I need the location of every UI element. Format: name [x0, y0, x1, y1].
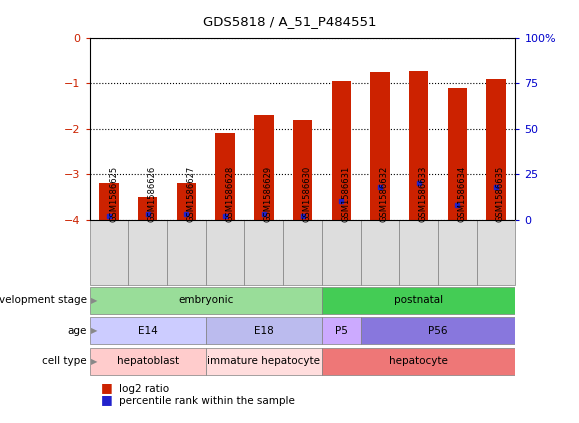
- Bar: [322, 287, 515, 314]
- Text: embryonic: embryonic: [178, 295, 233, 305]
- Bar: [100, 183, 119, 220]
- Text: GSM1586629: GSM1586629: [264, 166, 273, 222]
- Text: E18: E18: [254, 326, 274, 336]
- Bar: [409, 71, 428, 220]
- Bar: [322, 220, 361, 285]
- Text: ▶: ▶: [91, 326, 97, 335]
- Text: GSM1586625: GSM1586625: [109, 166, 118, 222]
- Text: E14: E14: [138, 326, 157, 336]
- Bar: [361, 317, 515, 344]
- Text: development stage: development stage: [0, 295, 87, 305]
- Text: GSM1586630: GSM1586630: [303, 166, 312, 222]
- Bar: [448, 88, 467, 220]
- Bar: [370, 72, 390, 220]
- Text: ■: ■: [101, 393, 113, 406]
- Bar: [177, 183, 196, 220]
- Text: P56: P56: [428, 326, 448, 336]
- Bar: [244, 220, 283, 285]
- Bar: [283, 220, 322, 285]
- Text: ▶: ▶: [91, 296, 97, 305]
- Bar: [129, 220, 167, 285]
- Bar: [322, 317, 361, 344]
- Bar: [206, 348, 322, 375]
- Text: GSM1586633: GSM1586633: [419, 166, 427, 222]
- Text: ■: ■: [101, 381, 113, 394]
- Bar: [206, 220, 244, 285]
- Text: cell type: cell type: [42, 356, 87, 366]
- Text: immature hepatocyte: immature hepatocyte: [207, 356, 320, 366]
- Bar: [90, 220, 129, 285]
- Bar: [90, 287, 322, 314]
- Text: hepatocyte: hepatocyte: [389, 356, 448, 366]
- Bar: [477, 220, 515, 285]
- Text: P5: P5: [335, 326, 347, 336]
- Text: percentile rank within the sample: percentile rank within the sample: [119, 396, 295, 406]
- Bar: [90, 317, 206, 344]
- Text: postnatal: postnatal: [394, 295, 443, 305]
- Bar: [138, 197, 157, 220]
- Bar: [215, 133, 235, 220]
- Text: GSM1586632: GSM1586632: [380, 166, 389, 222]
- Text: age: age: [68, 326, 87, 336]
- Bar: [332, 81, 351, 220]
- Text: GSM1586635: GSM1586635: [496, 166, 505, 222]
- Text: hepatoblast: hepatoblast: [117, 356, 179, 366]
- Bar: [293, 120, 312, 220]
- Bar: [206, 317, 322, 344]
- Bar: [322, 348, 515, 375]
- Bar: [361, 220, 400, 285]
- Bar: [438, 220, 477, 285]
- Text: GSM1586628: GSM1586628: [225, 166, 234, 222]
- Text: GSM1586627: GSM1586627: [186, 166, 196, 222]
- Text: ▶: ▶: [91, 357, 97, 366]
- Bar: [254, 115, 273, 220]
- Text: GSM1586626: GSM1586626: [148, 166, 157, 222]
- Bar: [400, 220, 438, 285]
- Text: GSM1586631: GSM1586631: [341, 166, 350, 222]
- Bar: [486, 79, 505, 220]
- Text: GDS5818 / A_51_P484551: GDS5818 / A_51_P484551: [203, 15, 376, 28]
- Bar: [167, 220, 206, 285]
- Text: log2 ratio: log2 ratio: [119, 384, 169, 394]
- Text: GSM1586634: GSM1586634: [457, 166, 466, 222]
- Bar: [90, 348, 206, 375]
